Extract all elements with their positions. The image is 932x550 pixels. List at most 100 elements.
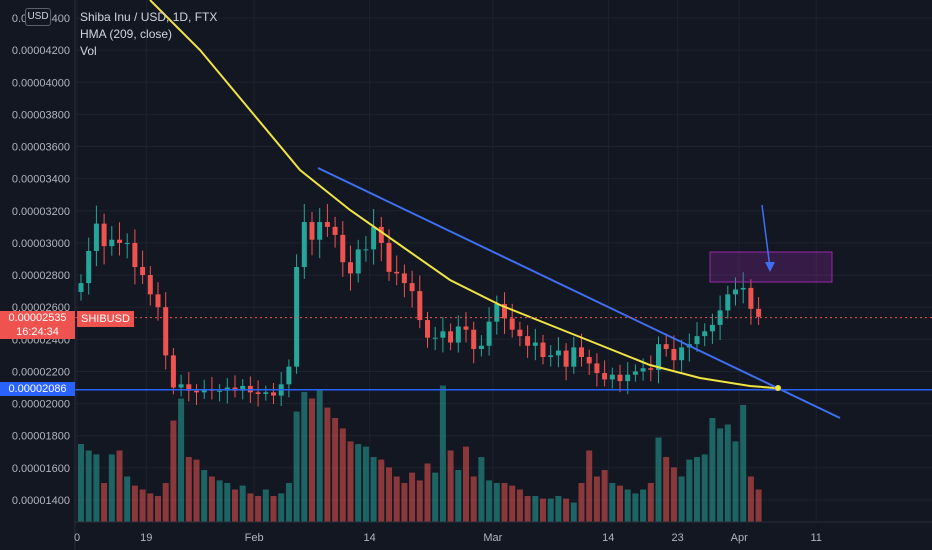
candle-body: [132, 242, 138, 268]
candle-body: [740, 287, 746, 290]
current-price-label: 0.00002535 16:24:34: [0, 311, 75, 339]
current-price-value: 0.00002535: [8, 312, 67, 324]
price-tick-label: 0.00004000: [12, 77, 70, 89]
candle-body: [602, 373, 608, 380]
volume-bar: [670, 467, 677, 522]
candle-body: [648, 368, 654, 370]
volume-bar: [355, 444, 362, 522]
volume-bar: [224, 483, 231, 522]
candle-body: [594, 363, 600, 374]
candle-body: [255, 392, 261, 394]
candle-body: [494, 303, 500, 322]
candle-body: [609, 374, 615, 380]
volume-bar: [655, 437, 662, 522]
candle-body: [301, 222, 307, 268]
time-axis[interactable]: 0 19 Feb 14 Mar 14 23 Apr 11: [74, 521, 932, 544]
candle-body: [555, 350, 561, 356]
hline-price-label[interactable]: 0.00002086: [0, 382, 75, 396]
volume-bar: [201, 470, 208, 522]
candle-body: [509, 318, 515, 330]
volume-bar: [370, 457, 377, 522]
annotation-arrow-head: [765, 262, 775, 272]
candlesticks[interactable]: [78, 203, 762, 407]
candle-body: [309, 222, 315, 240]
candle-body: [317, 222, 323, 240]
volume-bar: [85, 450, 92, 522]
volume-bar: [593, 476, 600, 522]
volume-bar: [563, 498, 570, 522]
volume-bar: [501, 483, 508, 522]
volume-bar: [532, 496, 539, 522]
volume-bar: [108, 454, 115, 522]
candle-body: [147, 275, 153, 295]
candle-body: [640, 368, 646, 372]
time-tick-label: Apr: [731, 532, 748, 544]
candle-body: [194, 390, 199, 393]
candle-body: [463, 326, 469, 330]
candle-body: [286, 366, 292, 385]
volume-bar: [147, 493, 154, 522]
candle-body: [355, 249, 361, 274]
candle-body: [632, 371, 638, 375]
candle-body: [563, 350, 569, 367]
volume-bar: [378, 459, 385, 522]
volume-bar: [247, 493, 254, 522]
volume-bar: [694, 457, 700, 522]
candle-body: [486, 321, 492, 346]
candle-body: [170, 355, 176, 388]
volume-bars: [78, 385, 762, 522]
volume-bar: [139, 489, 146, 522]
candle-body: [240, 385, 246, 391]
volume-bar: [339, 428, 346, 522]
volume-bar: [193, 459, 200, 522]
volume-bar: [293, 411, 300, 522]
candle-body: [694, 336, 700, 345]
volume-bar: [570, 502, 577, 522]
candle-body: [140, 267, 146, 276]
volume-bar: [524, 496, 531, 522]
volume-bar: [740, 405, 747, 522]
volume-bar: [439, 385, 446, 522]
volume-bar: [717, 428, 724, 522]
volume-bar: [747, 476, 754, 522]
currency-badge[interactable]: USD: [25, 8, 51, 26]
volume-bar: [386, 467, 392, 522]
volume-bar: [424, 463, 431, 522]
price-axis[interactable]: 0.000044000.000042000.000040000.00003800…: [12, 0, 76, 550]
volume-bar: [447, 450, 454, 522]
volume-bar: [493, 483, 500, 522]
indicator-label[interactable]: HMA (209, close): [80, 27, 173, 41]
candle-body: [378, 226, 384, 243]
trendline: [317, 167, 841, 419]
candle-body: [124, 242, 130, 244]
candle-body: [86, 250, 92, 284]
candle-body: [340, 234, 346, 263]
volume-bar: [463, 446, 469, 522]
candle-body: [548, 355, 554, 358]
volume-bar: [709, 418, 716, 522]
candle-body: [617, 374, 623, 382]
price-tick-label: 0.00003800: [12, 109, 70, 121]
price-tick-label: 0.00002200: [12, 366, 70, 378]
volume-bar: [624, 489, 631, 522]
candle-body: [78, 283, 84, 292]
volume-bar: [93, 454, 100, 522]
candle-body: [394, 271, 400, 274]
candle-body: [178, 384, 184, 388]
volume-bar: [316, 389, 323, 522]
volume-bar: [270, 496, 277, 522]
volume-bar: [663, 457, 670, 522]
volume-bar: [324, 407, 331, 522]
volume-bar: [216, 480, 223, 522]
price-tick-label: 0.00003400: [12, 174, 70, 186]
time-tick-label: 0: [74, 532, 80, 544]
candle-body: [663, 344, 669, 349]
volume-bar: [78, 444, 84, 522]
candle-body: [101, 223, 107, 247]
volume-label[interactable]: Vol: [80, 44, 97, 58]
volume-bar: [409, 472, 416, 522]
volume-bar: [362, 446, 369, 522]
volume-bar: [617, 485, 623, 522]
